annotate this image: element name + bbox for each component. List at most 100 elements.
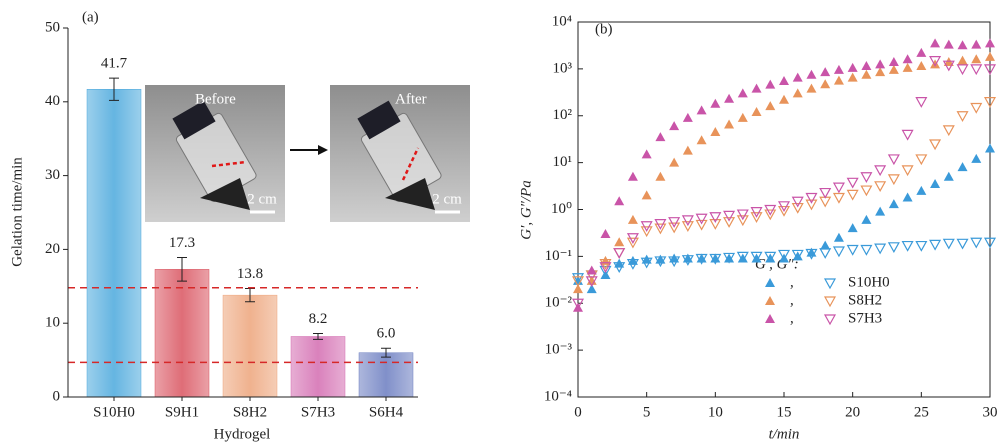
storage-point <box>586 265 597 275</box>
loss-point <box>819 187 832 199</box>
loss-point <box>805 192 818 204</box>
loss-point <box>956 64 969 76</box>
loss-point <box>668 256 681 268</box>
loss-point <box>723 217 736 228</box>
storage-point <box>669 253 680 263</box>
loss-point <box>695 219 708 231</box>
loss-point <box>571 276 585 288</box>
legend-separator: , <box>790 310 794 326</box>
storage-point <box>792 72 803 82</box>
loss-point <box>613 262 626 274</box>
storage-point <box>930 59 941 69</box>
storage-point <box>985 51 995 61</box>
loss-point <box>654 223 667 235</box>
y-tick-label: 10⁻³ <box>545 342 573 358</box>
loss-point <box>915 240 928 252</box>
storage-point <box>888 199 899 209</box>
storage-point <box>875 59 886 69</box>
loss-point <box>791 202 804 214</box>
loss-point <box>613 248 626 259</box>
inset-label: Before <box>195 91 236 107</box>
loss-point <box>901 165 914 177</box>
loss-point <box>846 177 859 189</box>
storage-point <box>737 253 748 263</box>
x-tick-label: 10 <box>708 404 723 420</box>
scale-label: 2 cm <box>432 191 462 207</box>
legend-marker <box>823 278 837 290</box>
legend-separator: , <box>790 274 794 290</box>
x-tick-label: S10H0 <box>93 404 135 420</box>
storage-point <box>573 275 583 285</box>
value-label: 8.2 <box>309 311 328 327</box>
storage-point <box>806 69 817 79</box>
loss-point <box>736 251 749 263</box>
storage-point <box>888 64 899 74</box>
inset-before: Before 2 cm <box>145 85 285 222</box>
loss-point <box>654 256 667 268</box>
loss-point <box>736 215 749 227</box>
storage-point <box>806 83 817 93</box>
error-bar <box>177 257 187 282</box>
storage-point <box>655 171 666 181</box>
loss-point <box>983 64 997 76</box>
storage-point <box>641 190 652 200</box>
loss-point <box>983 97 997 108</box>
storage-point <box>861 69 872 79</box>
loss-point <box>750 207 763 218</box>
storage-point <box>751 253 762 263</box>
storage-point <box>847 62 858 72</box>
loss-point <box>956 238 969 250</box>
loss-point <box>970 64 983 76</box>
axes <box>67 28 418 398</box>
loss-point <box>654 219 667 230</box>
loss-point <box>709 219 722 230</box>
storage-point <box>682 145 693 155</box>
loss-point <box>668 222 681 234</box>
y-tick-label: 10⁰ <box>551 201 572 217</box>
storage-point <box>820 79 831 89</box>
storage-point <box>971 153 982 163</box>
storage-point <box>820 67 831 77</box>
value-label: 17.3 <box>169 235 195 251</box>
loss-point <box>709 253 722 265</box>
loss-point <box>846 189 859 201</box>
loss-point <box>695 253 708 265</box>
value-label: 6.0 <box>377 326 396 342</box>
loss-point <box>599 259 612 270</box>
x-tick-label: 20 <box>845 404 860 420</box>
y-tick-label: 50 <box>45 19 60 35</box>
loss-point <box>571 298 585 310</box>
y-tick-label: 10⁻⁴ <box>544 388 572 404</box>
value-label: 13.8 <box>237 266 263 282</box>
storage-point <box>696 135 707 145</box>
loss-point <box>764 204 777 216</box>
storage-point <box>765 79 776 89</box>
storage-point <box>737 112 748 122</box>
storage-point <box>724 119 735 129</box>
y-tick-label: 10⁻¹ <box>545 248 572 264</box>
storage-point <box>930 178 941 188</box>
loss-point <box>750 251 763 263</box>
loss-point <box>860 244 873 256</box>
storage-point <box>847 72 858 82</box>
inset-after: After 2 cm <box>330 85 470 222</box>
loss-point <box>970 102 983 114</box>
loss-point <box>887 154 900 166</box>
storage-point <box>888 57 899 67</box>
storage-point <box>779 253 789 263</box>
loss-point <box>764 209 777 221</box>
loss-point <box>901 129 914 141</box>
storage-point <box>875 206 886 216</box>
storage-point <box>792 88 803 98</box>
storage-point <box>627 255 638 265</box>
loss-point <box>640 221 653 232</box>
legend-marker <box>823 296 837 308</box>
storage-point <box>696 105 707 115</box>
storage-point <box>586 284 597 294</box>
loss-point <box>626 237 639 249</box>
loss-point <box>723 210 736 222</box>
legend-label: S10H0 <box>848 274 890 290</box>
legend-label: S7H3 <box>848 310 882 326</box>
loss-point <box>805 248 818 260</box>
